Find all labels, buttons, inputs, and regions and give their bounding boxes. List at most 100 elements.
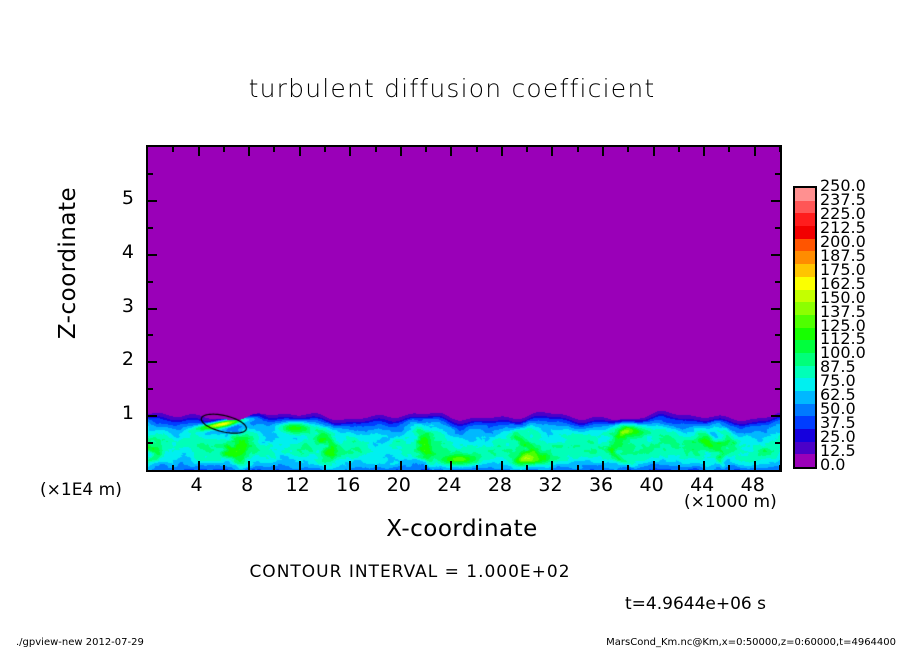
x-tick-label: 40	[639, 474, 664, 496]
y-tick-minor	[148, 334, 153, 337]
colorbar-band	[795, 238, 815, 252]
y-tick-label: 1	[121, 402, 134, 425]
x-tick-minor	[526, 465, 529, 470]
x-axis-title: X-coordinate	[386, 516, 538, 542]
x-tick-major-top	[753, 147, 756, 156]
colorbar-tick-label: 162.5	[820, 273, 866, 293]
colorbar-tick-label: 25.0	[820, 427, 856, 447]
y-tick-minor	[148, 172, 153, 175]
x-tick-major	[703, 461, 706, 470]
x-tick-minor-top	[425, 147, 428, 152]
colorbar-tick-label: 187.5	[820, 245, 866, 265]
colorbar-tick-label: 137.5	[820, 301, 866, 321]
x-tick-minor-top	[779, 147, 780, 152]
x-tick-minor	[273, 465, 276, 470]
x-tick-minor	[779, 465, 780, 470]
colorbar-band	[795, 391, 815, 404]
colorbar-band	[795, 188, 815, 201]
y-tick-minor-right	[775, 388, 780, 391]
x-tick-minor-top	[677, 147, 680, 152]
colorbar-tick-label: 175.0	[820, 259, 866, 279]
y-tick-label: 4	[121, 240, 134, 263]
x-tick-major-top	[349, 147, 352, 156]
x-tick-minor	[677, 465, 680, 470]
colorbar-tick-label: 112.5	[820, 329, 866, 349]
colorbar-tick-label: 200.0	[820, 231, 866, 251]
x-tick-major-top	[197, 147, 200, 156]
time-stamp-label: t=4.9644e+06 s	[625, 594, 766, 614]
x-tick-major-top	[703, 147, 706, 156]
y-tick-label: 5	[121, 186, 134, 209]
x-tick-major-top	[602, 147, 605, 156]
y-tick-major-right	[771, 307, 780, 310]
x-tick-label: 44	[690, 474, 715, 496]
colorbar-tick-label: 62.5	[820, 385, 856, 405]
colorbar-band	[795, 352, 815, 366]
colorbar-tick-label: 50.0	[820, 399, 856, 419]
x-tick-label: 12	[285, 474, 310, 496]
colorbar-band	[795, 454, 815, 468]
colorbar-tick-label: 212.5	[820, 217, 866, 237]
x-tick-minor-top	[323, 147, 326, 152]
footer-source-label: MarsCond_Km.nc@Km,x=0:50000,z=0:60000,t=…	[606, 637, 896, 648]
y-tick-major	[148, 253, 157, 256]
x-tick-major-top	[399, 147, 402, 156]
colorbar-tick-label: 12.5	[820, 441, 856, 461]
x-tick-label: 48	[740, 474, 765, 496]
colorbar-tick-label: 250.0	[820, 176, 866, 195]
colorbar-band	[795, 289, 815, 303]
x-tick-minor	[425, 465, 428, 470]
x-tick-minor-top	[273, 147, 276, 152]
y-tick-minor-right	[775, 172, 780, 175]
x-tick-major-top	[248, 147, 251, 156]
colorbar-tick-label: 37.5	[820, 413, 856, 433]
x-tick-minor-top	[526, 147, 529, 152]
x-tick-minor-top	[222, 147, 225, 152]
x-tick-major	[399, 461, 402, 470]
colorbar-band	[795, 429, 815, 442]
x-tick-major	[349, 461, 352, 470]
y-tick-major	[148, 415, 157, 418]
y-tick-major-right	[771, 361, 780, 364]
y-tick-major	[148, 361, 157, 364]
x-tick-minor-top	[576, 147, 579, 152]
y-tick-major-right	[771, 415, 780, 418]
x-tick-major-top	[551, 147, 554, 156]
x-tick-minor-top	[728, 147, 731, 152]
y-tick-minor	[148, 226, 153, 229]
colorbar-band	[795, 276, 815, 290]
colorbar-band	[795, 378, 815, 391]
y-tick-major-right	[771, 199, 780, 202]
y-tick-label: 2	[121, 348, 134, 371]
y-tick-major	[148, 307, 157, 310]
x-tick-major-top	[450, 147, 453, 156]
y-tick-minor-right	[775, 226, 780, 229]
x-tick-minor	[374, 465, 377, 470]
x-tick-major	[450, 461, 453, 470]
colorbar-band	[795, 327, 815, 341]
x-tick-minor-top	[374, 147, 377, 152]
x-tick-major	[197, 461, 200, 470]
colorbar-tick-label: 100.0	[820, 343, 866, 363]
colorbar-band	[795, 340, 815, 353]
x-tick-label: 16	[336, 474, 361, 496]
colorbar-band	[795, 314, 815, 328]
y-tick-minor	[148, 442, 153, 445]
plot-area	[146, 145, 782, 472]
x-tick-major	[500, 461, 503, 470]
y-tick-minor	[148, 388, 153, 391]
x-tick-minor	[172, 465, 175, 470]
x-tick-major-top	[500, 147, 503, 156]
x-tick-major	[298, 461, 301, 470]
colorbar-tick-label: 150.0	[820, 287, 866, 307]
colorbar-tick-label: 0.0	[820, 455, 846, 474]
colorbar-band	[795, 441, 815, 455]
x-tick-label: 28	[487, 474, 512, 496]
x-tick-minor	[728, 465, 731, 470]
colorbar-tick-label: 75.0	[820, 371, 856, 391]
x-tick-major	[753, 461, 756, 470]
x-tick-label: 4	[190, 474, 203, 496]
x-tick-minor	[576, 465, 579, 470]
x-tick-label: 8	[241, 474, 254, 496]
colorbar-band	[795, 302, 815, 315]
